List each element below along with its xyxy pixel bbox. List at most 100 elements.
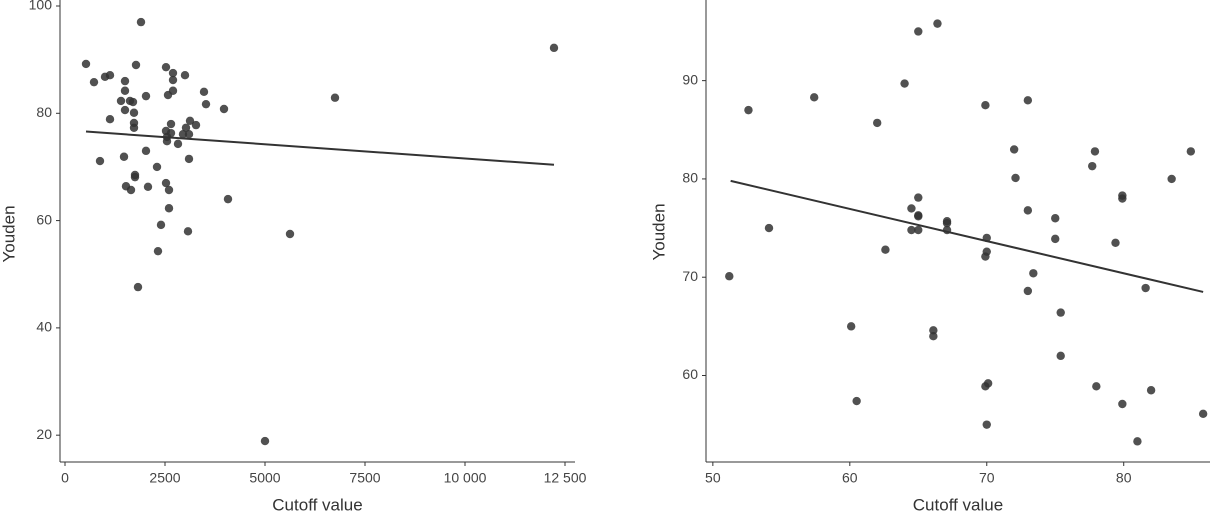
point <box>161 62 171 72</box>
point <box>929 326 938 335</box>
point <box>89 77 99 87</box>
point <box>929 331 938 341</box>
point <box>260 436 270 446</box>
point <box>1118 399 1127 409</box>
point <box>166 119 176 129</box>
point <box>1011 173 1020 183</box>
y-tick-label: 80 <box>36 104 52 120</box>
x-tick-label: 70 <box>979 470 995 486</box>
y-axis-title: Youden <box>0 205 18 262</box>
point <box>1056 308 1065 317</box>
point <box>1111 238 1120 248</box>
x-tick-label: 50 <box>705 470 721 486</box>
x-tick-label: 60 <box>842 470 858 486</box>
point <box>1056 351 1065 361</box>
point <box>119 152 129 161</box>
point <box>164 204 174 213</box>
point <box>130 172 140 182</box>
point <box>907 225 916 235</box>
point <box>129 123 139 132</box>
point <box>914 212 923 221</box>
point <box>744 105 753 115</box>
point <box>166 128 176 138</box>
x-tick-label: 7500 <box>349 470 380 486</box>
point <box>219 104 229 114</box>
point <box>120 76 130 86</box>
point <box>120 105 130 115</box>
point <box>549 43 559 53</box>
point <box>1051 214 1060 223</box>
point <box>133 282 143 292</box>
y-axis-title: Youden <box>649 203 668 260</box>
x-tick-label: 80 <box>1116 470 1132 486</box>
point <box>872 118 882 128</box>
point <box>900 79 909 88</box>
point <box>129 108 139 117</box>
point <box>982 420 991 429</box>
point <box>933 19 942 28</box>
point <box>128 97 138 107</box>
y-tick-label: 90 <box>682 71 698 87</box>
point <box>199 87 209 97</box>
point <box>105 114 115 124</box>
point <box>168 75 178 85</box>
point <box>1133 437 1142 446</box>
point <box>143 182 153 191</box>
point <box>168 68 178 78</box>
point <box>120 86 130 95</box>
point <box>942 218 952 228</box>
point <box>981 252 990 261</box>
x-tick-label: 5000 <box>249 470 280 486</box>
point <box>183 227 193 236</box>
trend-line <box>85 130 555 166</box>
point <box>981 101 990 110</box>
point <box>725 272 734 281</box>
point <box>1023 206 1033 215</box>
y-tick-label: 40 <box>36 319 52 335</box>
point <box>1092 382 1101 391</box>
point <box>1088 161 1097 171</box>
point <box>1146 386 1156 395</box>
point <box>131 60 141 70</box>
point <box>141 91 151 101</box>
point <box>1118 194 1127 203</box>
x-axis-title: Cutoff value <box>913 495 1003 514</box>
y-tick-label: 100 <box>29 0 53 13</box>
point <box>201 99 211 109</box>
point <box>1167 174 1176 184</box>
point <box>881 245 890 254</box>
point <box>178 130 188 139</box>
point <box>81 59 91 69</box>
point <box>181 123 191 132</box>
point <box>184 130 194 139</box>
point <box>126 185 136 195</box>
point <box>1141 283 1150 293</box>
point <box>223 194 233 204</box>
y-tick-label: 60 <box>682 366 698 382</box>
x-tick-label: 2500 <box>149 470 180 486</box>
point <box>191 120 201 130</box>
y-tick-label: 60 <box>36 211 52 227</box>
point <box>164 185 174 195</box>
point <box>914 193 923 202</box>
point <box>330 93 340 102</box>
y-tick-label: 70 <box>682 268 698 284</box>
point <box>136 17 146 27</box>
point <box>168 86 178 95</box>
point <box>809 93 819 102</box>
trend-line <box>730 179 1204 293</box>
point <box>1009 145 1019 154</box>
y-tick-label: 20 <box>36 426 52 442</box>
point <box>1051 234 1060 244</box>
point <box>173 139 183 149</box>
x-tick-label: 12 500 <box>544 470 587 486</box>
point <box>285 229 295 239</box>
x-tick-label: 10 000 <box>444 470 487 486</box>
point <box>1023 286 1033 296</box>
point <box>180 71 190 80</box>
point <box>1090 147 1100 156</box>
point <box>1023 96 1033 105</box>
point <box>914 27 923 36</box>
point <box>161 178 171 188</box>
